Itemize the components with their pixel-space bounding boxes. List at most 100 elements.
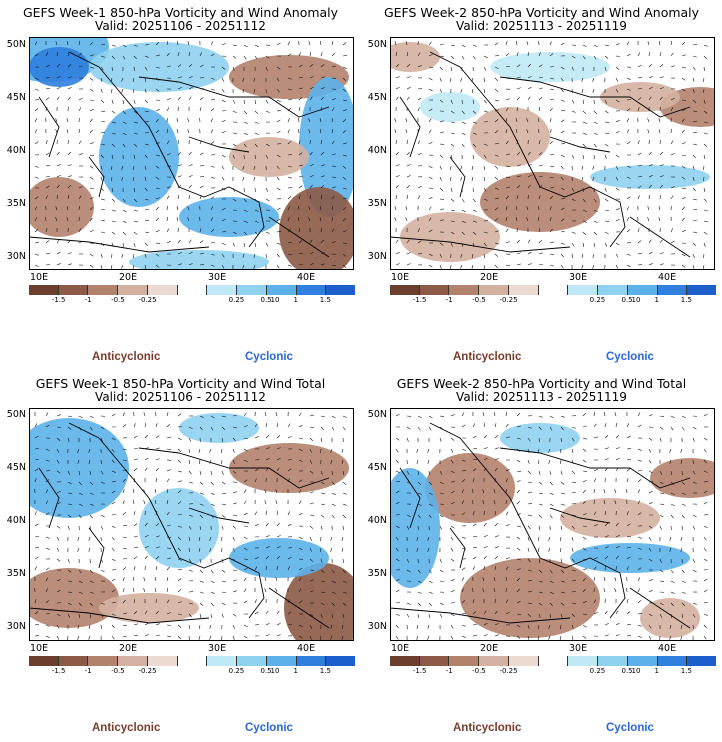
- lat-tick-label: 30N: [367, 251, 387, 262]
- lat-tick-label: 45N: [367, 92, 387, 103]
- colorbar-swatch: [627, 285, 658, 295]
- colorbar-label: -1: [445, 296, 453, 304]
- colorbar-exponent: 10: [631, 296, 641, 304]
- lat-tick-label: 50N: [6, 39, 26, 50]
- lat-tick-label: 40N: [367, 145, 387, 156]
- colorbar-label: 1: [654, 667, 659, 675]
- panel-valid-dates: Valid: 20251113 - 20251119: [456, 390, 627, 404]
- colorbar-label: -0.5: [472, 296, 486, 304]
- colorbar-swatch: [147, 656, 178, 666]
- colorbar-label: -0.5: [111, 667, 125, 675]
- lon-tick-label: 30E: [569, 272, 588, 283]
- lon-tick-label: 10E: [391, 272, 410, 283]
- colorbar-swatch: [568, 285, 599, 295]
- legend-cyclonic: Cyclonic: [245, 722, 293, 734]
- colorbar-swatch: [207, 656, 238, 666]
- colorbar-swatch: [538, 285, 569, 295]
- panel-week1-anomaly: GEFS Week-1 850-hPa Vorticity and Wind A…: [0, 0, 361, 371]
- colorbar-label: 1: [293, 667, 298, 675]
- legend-cyclonic: Cyclonic: [245, 351, 293, 363]
- panel-week2-total: GEFS Week-2 850-hPa Vorticity and Wind T…: [361, 371, 722, 742]
- colorbar-swatch: [296, 656, 327, 666]
- colorbar-label: -1.5: [51, 667, 66, 675]
- vorticity-map: [29, 408, 354, 641]
- lon-tick-label: 30E: [208, 643, 227, 654]
- colorbar-label: -0.5: [472, 667, 486, 675]
- colorbar-swatch: [598, 285, 628, 295]
- lat-tick-label: 40N: [367, 515, 387, 526]
- colorbar-label: 0.25: [589, 296, 606, 304]
- colorbar-label: 1.5: [319, 296, 331, 304]
- colorbar-label: -1: [84, 667, 92, 675]
- lon-tick-label: 20E: [480, 272, 499, 283]
- colorbar-swatch: [58, 285, 89, 295]
- lat-tick-label: 45N: [6, 92, 26, 103]
- colorbar: [29, 285, 356, 295]
- colorbar-swatch: [390, 285, 420, 295]
- vorticity-map: [390, 37, 715, 270]
- colorbar-swatch: [508, 656, 539, 666]
- colorbar-label: -1: [445, 667, 453, 675]
- lat-tick-label: 30N: [6, 251, 26, 262]
- colorbar-swatch: [177, 285, 208, 295]
- lon-tick-label: 30E: [569, 643, 588, 654]
- colorbar-swatch: [118, 656, 148, 666]
- colorbar-label: 1.5: [319, 667, 331, 675]
- colorbar-label: 0.25: [228, 296, 245, 304]
- lon-tick-label: 20E: [119, 272, 138, 283]
- colorbar-swatch: [118, 285, 148, 295]
- legend-cyclonic: Cyclonic: [606, 722, 654, 734]
- colorbar-swatch: [326, 656, 356, 666]
- colorbar-label: -1: [84, 296, 92, 304]
- coastline: [390, 422, 691, 629]
- coastline: [29, 422, 330, 629]
- colorbar-swatch: [687, 656, 717, 666]
- colorbar-label: 1.5: [680, 667, 692, 675]
- lon-tick-label: 20E: [480, 643, 499, 654]
- colorbar-label: 1.5: [680, 296, 692, 304]
- colorbar-label: 0.5: [621, 667, 633, 675]
- colorbar-label: -1.5: [412, 296, 427, 304]
- colorbar-swatch: [687, 285, 717, 295]
- lon-tick-label: 40E: [658, 643, 677, 654]
- lon-tick-label: 30E: [208, 272, 227, 283]
- legend-anticyclonic: Anticyclonic: [453, 351, 522, 363]
- panel-valid-dates: Valid: 20251113 - 20251119: [456, 19, 627, 33]
- wind-vectors: [394, 40, 708, 270]
- legend-anticyclonic: Anticyclonic: [453, 722, 522, 734]
- colorbar-label: -0.25: [499, 296, 518, 304]
- lat-tick-label: 35N: [6, 198, 26, 209]
- colorbar-label: -1.5: [412, 667, 427, 675]
- vorticity-map: [390, 408, 715, 641]
- lon-tick-label: 10E: [30, 272, 49, 283]
- lat-tick-label: 30N: [367, 621, 387, 632]
- vorticity-shading: [29, 413, 354, 641]
- colorbar-swatch: [58, 656, 89, 666]
- colorbar-exponent: 10: [631, 667, 641, 675]
- colorbar-swatch: [538, 656, 569, 666]
- lon-tick-label: 10E: [391, 643, 410, 654]
- colorbar-swatch: [419, 285, 450, 295]
- panel-week2-anomaly: GEFS Week-2 850-hPa Vorticity and Wind A…: [361, 0, 722, 371]
- colorbar-swatch: [449, 285, 480, 295]
- panel-week1-total: GEFS Week-1 850-hPa Vorticity and Wind T…: [0, 371, 361, 742]
- colorbar-swatch: [237, 656, 267, 666]
- panel-title: GEFS Week-1 850-hPa Vorticity and Wind A…: [22, 5, 339, 20]
- panel-valid-dates: Valid: 20251106 - 20251112: [95, 390, 266, 404]
- colorbar-label: -0.25: [138, 296, 157, 304]
- colorbar-label: 0.25: [228, 667, 245, 675]
- colorbar-label: 0.5: [260, 667, 272, 675]
- lat-tick-label: 40N: [6, 145, 26, 156]
- legend-cyclonic: Cyclonic: [606, 351, 654, 363]
- lat-tick-label: 45N: [367, 462, 387, 473]
- colorbar-swatch: [29, 656, 59, 666]
- colorbar-swatch: [29, 285, 59, 295]
- lat-tick-label: 50N: [6, 409, 26, 420]
- panel-valid-dates: Valid: 20251106 - 20251112: [95, 19, 266, 33]
- colorbar-label: 1: [654, 296, 659, 304]
- panel-title: GEFS Week-2 850-hPa Vorticity and Wind T…: [396, 376, 687, 391]
- colorbar-swatch: [598, 656, 628, 666]
- wind-vectors: [395, 411, 709, 641]
- lat-tick-label: 30N: [6, 621, 26, 632]
- colorbar-label: -0.25: [138, 667, 157, 675]
